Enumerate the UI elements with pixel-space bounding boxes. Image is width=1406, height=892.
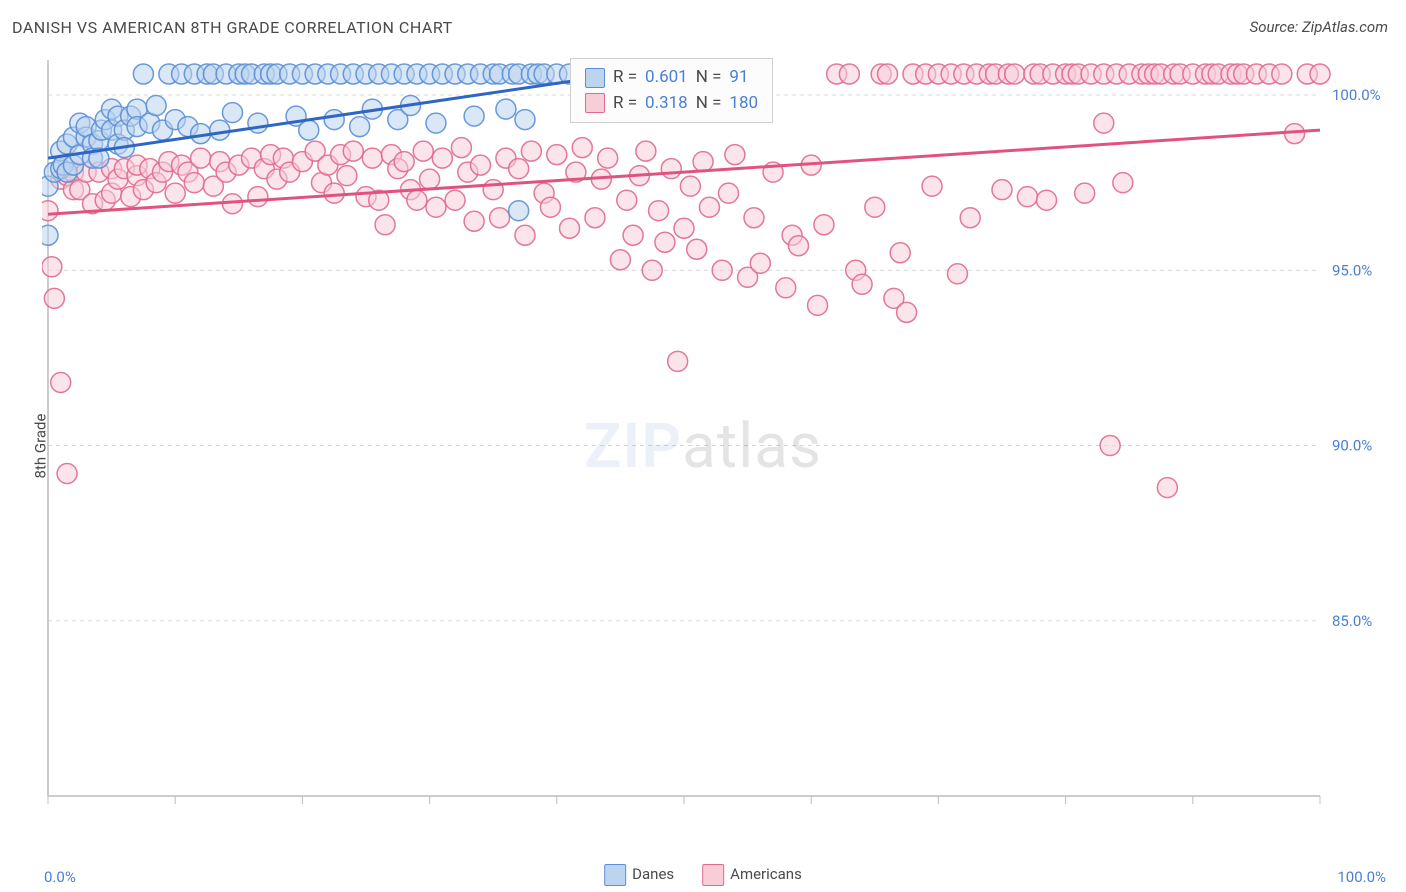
plot-area: 100.0% 95.0% 90.0% 85.0% — [42, 56, 1390, 836]
scatter-svg: 100.0% 95.0% 90.0% 85.0% — [42, 56, 1390, 836]
legend-swatch-danes — [604, 864, 626, 886]
svg-text:90.0%: 90.0% — [1332, 437, 1372, 455]
svg-text:100.0%: 100.0% — [1332, 86, 1381, 104]
stats-swatch-danes — [585, 68, 605, 88]
stats-r-americans: 0.318 — [645, 91, 688, 117]
x-axis-max-label: 100.0% — [1337, 868, 1386, 886]
stats-n-label: N = — [696, 65, 722, 91]
chart-title: DANISH VS AMERICAN 8TH GRADE CORRELATION… — [12, 18, 453, 37]
legend-item-danes: Danes — [604, 864, 674, 886]
legend-swatch-americans — [702, 864, 724, 886]
stats-n-label2: N = — [696, 91, 722, 117]
svg-text:85.0%: 85.0% — [1332, 612, 1372, 630]
stats-row-danes: R = 0.601 N = 91 — [585, 65, 758, 91]
legend-item-americans: Americans — [702, 864, 802, 886]
stats-r-label: R = — [613, 65, 637, 91]
chart-container: DANISH VS AMERICAN 8TH GRADE CORRELATION… — [0, 0, 1406, 892]
stats-row-americans: R = 0.318 N = 180 — [585, 91, 758, 117]
legend-label-danes: Danes — [632, 865, 674, 883]
stats-r-danes: 0.601 — [645, 65, 688, 91]
stats-n-danes: 91 — [729, 65, 748, 91]
svg-text:95.0%: 95.0% — [1332, 261, 1372, 279]
stats-box: R = 0.601 N = 91 R = 0.318 N = 180 — [570, 58, 773, 123]
stats-r-label2: R = — [613, 91, 637, 117]
stats-swatch-americans — [585, 93, 605, 113]
x-axis-min-label: 0.0% — [44, 868, 76, 886]
source-label: Source: ZipAtlas.com — [1250, 18, 1388, 36]
legend-label-americans: Americans — [730, 865, 802, 883]
stats-n-americans: 180 — [729, 91, 758, 117]
legend-bottom: Danes Americans — [604, 864, 802, 886]
